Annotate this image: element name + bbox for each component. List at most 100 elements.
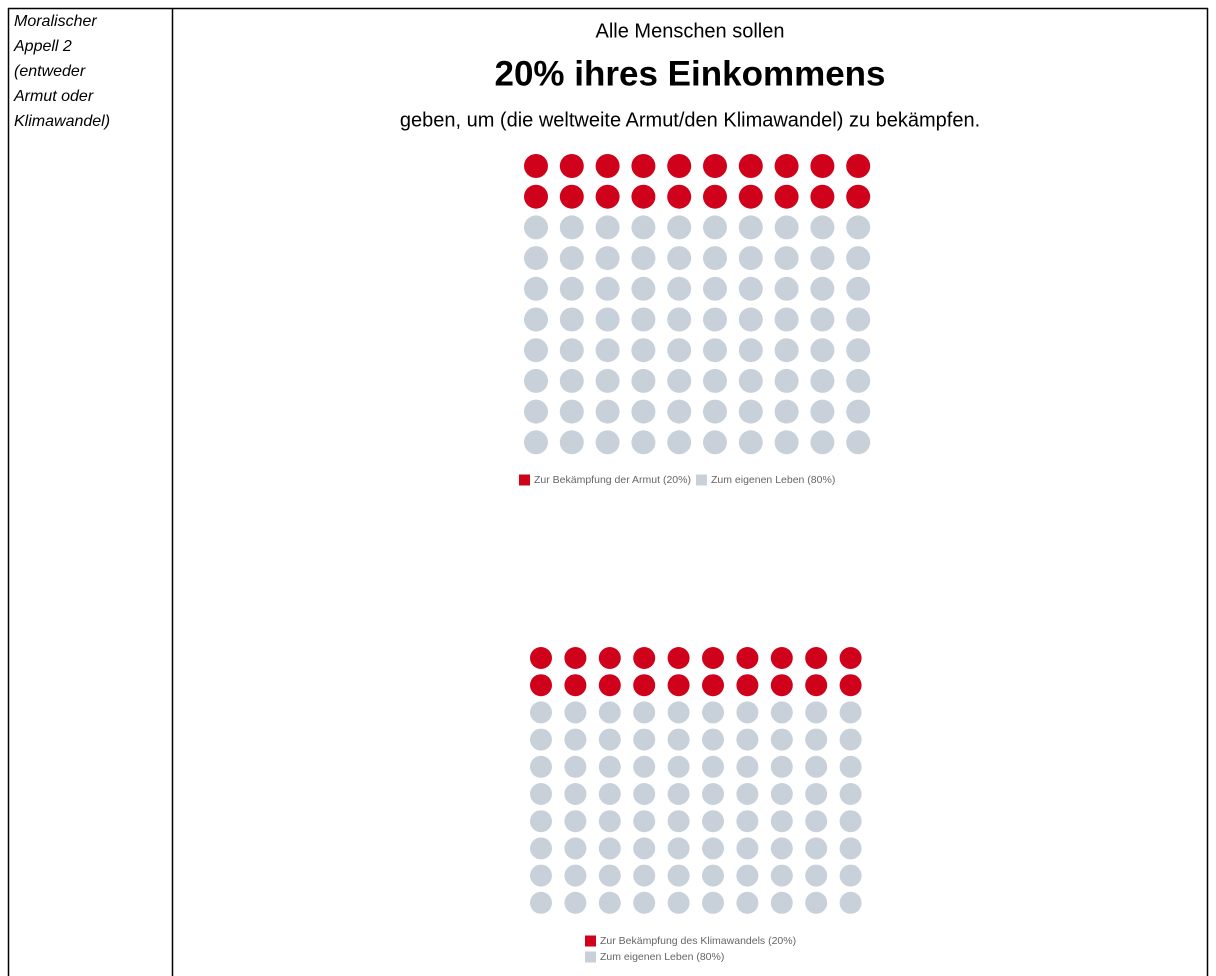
waffle-dot xyxy=(524,154,548,178)
waffle-dot xyxy=(810,246,835,271)
waffle-dot xyxy=(598,810,621,833)
row-label-line: Appell 2 xyxy=(13,38,72,55)
waffle-dot xyxy=(810,338,835,363)
waffle-dot xyxy=(633,810,656,833)
waffle-dot xyxy=(702,891,724,914)
waffle-dot xyxy=(703,399,727,424)
waffle-dot xyxy=(774,215,799,240)
waffle-dot xyxy=(736,783,759,805)
waffle-dot xyxy=(667,701,690,724)
waffle-dot xyxy=(738,184,763,209)
waffle-dot xyxy=(667,864,690,887)
waffle-dot xyxy=(839,891,862,914)
waffle-dot xyxy=(595,338,620,363)
waffle-dot xyxy=(667,674,690,697)
waffle-dot xyxy=(805,728,828,751)
waffle-dot xyxy=(633,701,656,724)
waffle-dot xyxy=(633,864,656,887)
waffle-dot xyxy=(598,891,621,914)
waffle-dot xyxy=(774,184,799,209)
waffle-dot xyxy=(805,864,828,887)
waffle-dot xyxy=(839,674,862,697)
waffle-dot xyxy=(667,368,692,393)
waffle-dot xyxy=(805,701,828,724)
waffle-dot xyxy=(564,783,587,805)
waffle-dot xyxy=(524,307,548,332)
waffle-dot xyxy=(810,368,835,393)
waffle-dot xyxy=(667,184,692,209)
waffle-dot xyxy=(736,701,759,724)
waffle-dot xyxy=(770,701,793,724)
waffle-dot xyxy=(667,647,690,669)
waffle-dot xyxy=(524,276,548,301)
waffle-dot xyxy=(846,154,871,178)
waffle-dot xyxy=(738,399,763,424)
waffle-dot xyxy=(805,891,828,914)
row-label: Moralischer Appell 2 (entweder Armut oder Kl… xyxy=(13,13,110,130)
waffle-dot xyxy=(564,701,587,724)
waffle-dot xyxy=(805,674,828,697)
waffle-dot xyxy=(702,783,724,805)
waffle-dot xyxy=(667,810,690,833)
row-label-line: Moralischer xyxy=(14,13,97,30)
waffle-dot xyxy=(559,215,584,240)
waffle-dot xyxy=(703,154,727,178)
waffle-dot xyxy=(736,755,759,778)
waffle-dot xyxy=(564,864,587,887)
waffle-dot xyxy=(631,368,656,393)
waffle-dot xyxy=(702,701,724,724)
waffle-dot xyxy=(524,338,548,363)
waffle-dot xyxy=(631,307,656,332)
waffle-dot xyxy=(736,647,759,669)
waffle-dot xyxy=(564,674,587,697)
waffle-dot xyxy=(667,307,692,332)
waffle-dot xyxy=(846,399,871,424)
waffle-dot xyxy=(702,810,724,833)
waffle-dot xyxy=(633,728,656,751)
waffle-dot xyxy=(559,430,584,455)
waffle-dot xyxy=(703,307,727,332)
waffle-dot xyxy=(810,307,835,332)
waffle-dot xyxy=(667,246,692,271)
waffle-dot xyxy=(839,728,862,751)
waffle-dot xyxy=(530,891,552,914)
waffle-dot xyxy=(846,430,871,455)
waffle-dot xyxy=(524,184,548,209)
waffle-dot xyxy=(738,307,763,332)
intro: Alle Menschen sollen xyxy=(596,20,785,42)
waffle-dot xyxy=(598,728,621,751)
waffle-dot xyxy=(770,755,793,778)
waffle-dot xyxy=(738,154,763,178)
waffle-dot xyxy=(667,728,690,751)
waffle-dot xyxy=(530,728,552,751)
waffle-dot xyxy=(631,154,656,178)
waffle-dot xyxy=(559,399,584,424)
waffle-dot xyxy=(738,338,763,363)
waffle-dot xyxy=(595,399,620,424)
waffle-dot xyxy=(564,755,587,778)
waffle-dot xyxy=(805,647,828,669)
waffle-dot xyxy=(846,215,871,240)
waffle-dot xyxy=(633,837,656,860)
waffle-dot xyxy=(631,246,656,271)
waffle-dot xyxy=(738,215,763,240)
waffle-dot xyxy=(810,184,835,209)
legend-swatch xyxy=(519,474,530,486)
waffle-dot xyxy=(810,215,835,240)
waffle-dot xyxy=(530,647,552,669)
waffle-dot xyxy=(564,728,587,751)
waffle-dot xyxy=(524,368,548,393)
waffle-dot xyxy=(805,837,828,860)
waffle-dot xyxy=(839,701,862,724)
waffle-dot xyxy=(530,837,552,860)
waffle-dot xyxy=(774,338,799,363)
waffle-dot xyxy=(846,184,871,209)
waffle-dot xyxy=(559,307,584,332)
waffle-dot xyxy=(846,246,871,271)
outro: geben, um (die weltweite Armut/den Klima… xyxy=(400,109,980,131)
waffle-dot xyxy=(667,837,690,860)
waffle-dot xyxy=(559,368,584,393)
waffle-dot xyxy=(774,154,799,178)
